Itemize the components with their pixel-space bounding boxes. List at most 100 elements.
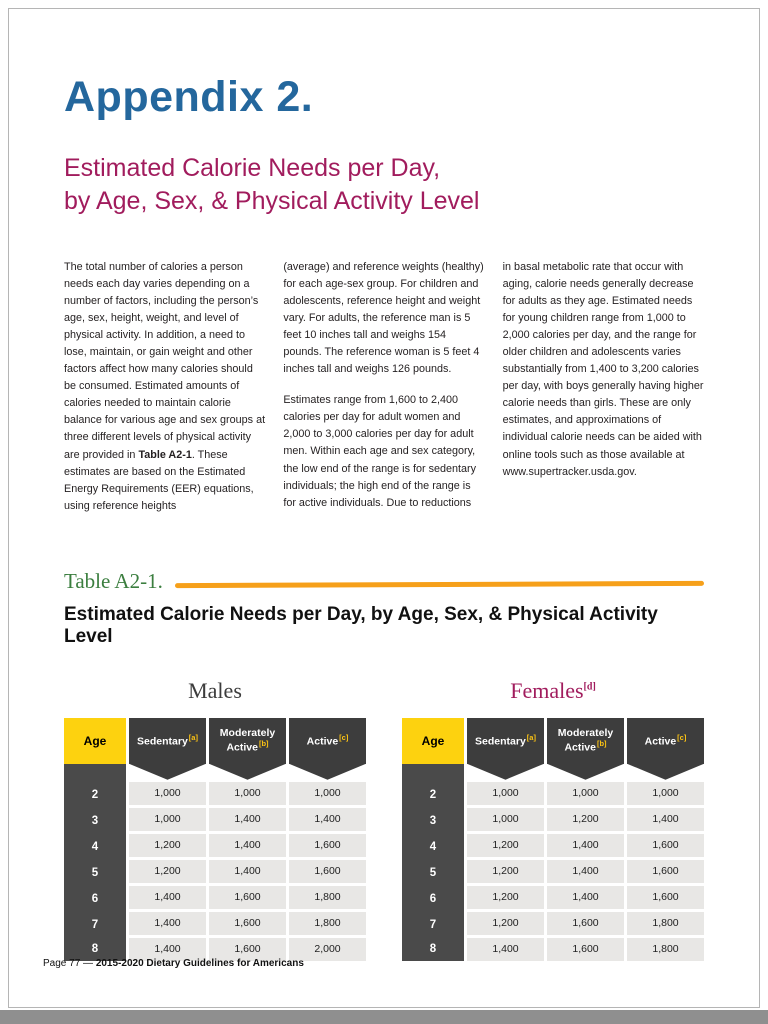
page-number: Page 77 — (43, 958, 96, 969)
males-table: Males Age Sedentary[a] Moderately Active… (64, 678, 366, 964)
value-cell: 1,400 (209, 807, 286, 831)
document-page: Appendix 2. Estimated Calorie Needs per … (8, 8, 760, 1008)
value-cell: 1,800 (627, 937, 704, 961)
page-subtitle: Estimated Calorie Needs per Day, by Age,… (64, 152, 704, 217)
age-cell: 7 (402, 911, 464, 938)
table-row: 7 1,200 1,600 1,800 (402, 911, 704, 938)
chevron-row (402, 763, 704, 782)
chevron-row (64, 763, 366, 782)
subtitle-line-1: Estimated Calorie Needs per Day, (64, 154, 441, 182)
value-cell: 1,400 (129, 911, 206, 935)
age-column-block (402, 763, 464, 782)
value-cell: 1,800 (289, 911, 366, 935)
table-row: 2 1,000 1,000 1,000 (64, 781, 366, 808)
paragraph: The total number of calories a person ne… (64, 259, 265, 515)
text-column-1: The total number of calories a person ne… (64, 259, 265, 515)
age-column-header: Age (64, 717, 126, 764)
value-cell: 1,000 (289, 781, 366, 805)
document-title: 2015-2020 Dietary Guidelines for America… (95, 958, 304, 969)
age-column-block (64, 763, 126, 782)
value-cell: 1,000 (547, 781, 624, 805)
value-cell: 1,000 (129, 781, 206, 805)
header-label: Sedentary[a] (475, 733, 536, 748)
females-table-header: Age Sedentary[a] Moderately Active[b] Ac… (402, 717, 704, 764)
value-cell: 1,000 (627, 781, 704, 805)
females-table-rows: 2 1,000 1,000 1,000 3 1,000 1,200 1,400 … (402, 781, 704, 964)
value-cell: 1,000 (467, 807, 544, 831)
age-cell: 4 (64, 833, 126, 860)
value-cell: 1,400 (547, 885, 624, 909)
males-table-rows: 2 1,000 1,000 1,000 3 1,000 1,400 1,400 … (64, 781, 366, 964)
table-row: 8 1,400 1,600 2,000 (64, 937, 366, 964)
value-cell: 1,600 (627, 885, 704, 909)
value-cell: 1,600 (547, 937, 624, 961)
males-table-title: Males (64, 678, 366, 704)
footnote-marker: [c] (339, 733, 349, 743)
text-column-3: in basal metabolic rate that occur with … (503, 259, 704, 515)
footnote-marker: [b] (596, 739, 607, 749)
table-row: 6 1,400 1,600 1,800 (64, 885, 366, 912)
value-cell: 1,200 (467, 911, 544, 935)
value-cell: 1,600 (627, 859, 704, 883)
value-cell: 1,400 (129, 885, 206, 909)
calorie-tables: Males Age Sedentary[a] Moderately Active… (64, 678, 704, 964)
chevron-down-marker (467, 763, 544, 780)
table-row: 7 1,400 1,600 1,800 (64, 911, 366, 938)
value-cell: 1,400 (547, 833, 624, 857)
value-cell: 1,600 (547, 911, 624, 935)
value-cell: 1,200 (129, 859, 206, 883)
table-row: 3 1,000 1,400 1,400 (64, 807, 366, 834)
header-label: Active[c] (644, 733, 687, 748)
value-cell: 1,400 (129, 937, 206, 961)
age-column-header: Age (402, 717, 464, 764)
chevron-down-marker (547, 763, 624, 780)
value-cell: 1,600 (289, 833, 366, 857)
chevron-cell (547, 763, 624, 782)
value-cell: 1,600 (289, 859, 366, 883)
females-table: Females[d] Age Sedentary[a] Moderately A… (402, 678, 704, 964)
value-cell: 1,600 (209, 911, 286, 935)
moderately-active-column-header: Moderately Active[b] (547, 717, 624, 764)
age-cell: 2 (64, 781, 126, 808)
value-cell: 1,600 (209, 937, 286, 961)
header-label: Moderately Active[b] (219, 726, 276, 754)
males-table-header: Age Sedentary[a] Moderately Active[b] Ac… (64, 717, 366, 764)
table-row: 3 1,000 1,200 1,400 (402, 807, 704, 834)
table-row: 4 1,200 1,400 1,600 (64, 833, 366, 860)
subtitle-line-2: by Age, Sex, & Physical Activity Level (64, 186, 480, 215)
value-cell: 1,000 (467, 781, 544, 805)
value-cell: 2,000 (289, 937, 366, 961)
age-cell: 2 (402, 781, 464, 808)
value-cell: 1,400 (627, 807, 704, 831)
value-cell: 1,600 (627, 833, 704, 857)
chevron-down-marker (209, 763, 286, 780)
value-cell: 1,400 (467, 937, 544, 961)
chevron-cell (467, 763, 544, 782)
table-row: 2 1,000 1,000 1,000 (402, 781, 704, 808)
table-reference: Table A2-1 (138, 448, 192, 461)
table-title-text: Females (510, 677, 584, 703)
value-cell: 1,000 (129, 807, 206, 831)
header-label: Age (421, 733, 445, 748)
value-cell: 1,200 (129, 833, 206, 857)
paragraph: (average) and reference weights (healthy… (283, 261, 484, 376)
chevron-down-marker (627, 763, 704, 780)
table-row: 6 1,200 1,400 1,600 (402, 885, 704, 912)
active-column-header: Active[c] (289, 717, 366, 764)
age-cell: 6 (64, 885, 126, 912)
paragraph: Estimates range from 1,600 to 2,400 calo… (283, 394, 476, 509)
header-label: Moderately Active[b] (557, 726, 614, 754)
chevron-cell (289, 763, 366, 782)
text-column-2: (average) and reference weights (healthy… (283, 259, 484, 515)
value-cell: 1,200 (467, 885, 544, 909)
females-table-title: Females[d] (402, 678, 704, 704)
paragraph-text: . These estimates are based on the Estim… (64, 448, 254, 512)
table-label-row: Table A2-1. (64, 569, 705, 594)
value-cell: 1,800 (627, 911, 704, 935)
chevron-cell (627, 763, 704, 782)
chevron-down-marker (289, 763, 366, 780)
header-label: Sedentary[a] (137, 733, 198, 748)
chevron-down-marker (129, 763, 206, 780)
age-cell: 7 (64, 911, 126, 938)
